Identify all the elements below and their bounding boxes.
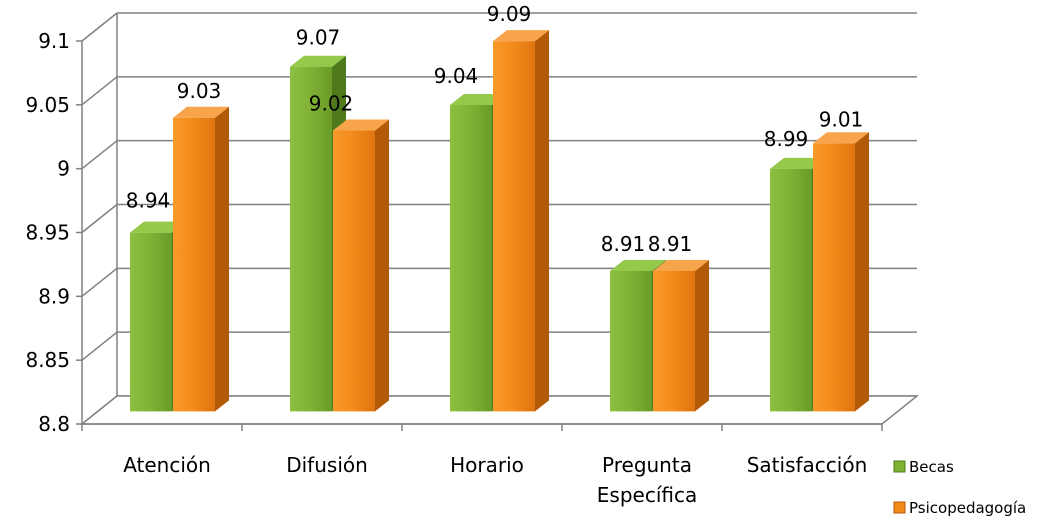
bar-side [695, 259, 709, 412]
y-tick-label: 9.05 [25, 93, 70, 117]
bar-top [610, 259, 666, 271]
data-label: 9.09 [487, 2, 532, 26]
data-label: 9.04 [434, 64, 479, 88]
bar-top [813, 132, 869, 144]
bar-top [173, 106, 229, 118]
gridline-depth [81, 76, 118, 106]
data-label: 8.99 [764, 127, 809, 151]
x-tick-label: Atención [123, 453, 211, 477]
bar-front [653, 270, 695, 412]
y-tick-label: 9.1 [38, 29, 70, 53]
x-tick-label: Pregunta [602, 453, 692, 477]
legend-swatch-becas [893, 460, 906, 473]
bar-front [770, 168, 812, 412]
bar-front [610, 270, 652, 412]
bar-front [130, 232, 172, 412]
bar-front [493, 41, 535, 412]
legend-label-becas: Becas [909, 458, 954, 476]
bar-psicopedagogía [813, 132, 869, 412]
y-tick-label: 8.8 [38, 412, 70, 436]
bar-side [535, 30, 549, 412]
bar-top [493, 30, 549, 42]
bar-front [450, 105, 492, 412]
bar-psicopedagogía [493, 30, 549, 412]
gridline-depth [81, 140, 118, 170]
data-label: 9.03 [177, 79, 222, 103]
gridline-depth [81, 267, 118, 297]
x-tick-label: Difusión [286, 453, 368, 477]
bar-side [855, 132, 869, 412]
bar-front [813, 143, 855, 412]
gridline-depth [81, 12, 118, 42]
y-tick-label: 9 [57, 157, 70, 181]
data-label: 8.91 [648, 232, 693, 256]
bar-psicopedagogía [653, 259, 709, 412]
y-tick-label: 8.9 [38, 284, 70, 308]
axes: 8.8 8.85 8.9 8.95 9 9.05 9.1 Atención Difusión Ho… [25, 13, 883, 507]
data-label: 8.94 [126, 189, 171, 213]
bar-psicopedagogía [333, 119, 389, 412]
y-tick-label: 8.95 [25, 221, 70, 245]
x-tick-label: Horario [450, 453, 524, 477]
data-label: 9.01 [819, 107, 864, 131]
data-label: 9.02 [309, 92, 354, 116]
bars [130, 30, 869, 412]
bar-top [770, 157, 826, 169]
y-tick-label: 8.85 [25, 348, 70, 372]
legend-label-psicopedagogía: Psicopedagogía [909, 499, 1026, 517]
data-label: 8.91 [601, 232, 646, 256]
bar-top [450, 94, 506, 105]
bar-top [290, 55, 346, 67]
data-labels: 8.94 9.03 9.07 9.02 9.04 9.09 8.91 8.91 8.99 9.01 [126, 2, 864, 256]
x-tick-label: Específica [597, 483, 697, 507]
data-label: 9.07 [296, 26, 341, 50]
x-tick-label: Satisfacción [747, 453, 868, 477]
bar-side [375, 119, 389, 412]
bar-front [290, 66, 332, 412]
bar-front [173, 117, 215, 412]
bar-front [333, 130, 375, 412]
gridline-depth [81, 331, 118, 361]
legend: Becas Psicopedagogía [893, 458, 1026, 517]
bar-top [333, 119, 389, 131]
bar-top [653, 259, 709, 271]
bar-top [130, 221, 186, 233]
bar-side [215, 106, 229, 412]
gridline-depth [81, 203, 118, 234]
legend-swatch-psicopedagogía [893, 501, 906, 514]
bar-psicopedagogía [173, 106, 229, 412]
